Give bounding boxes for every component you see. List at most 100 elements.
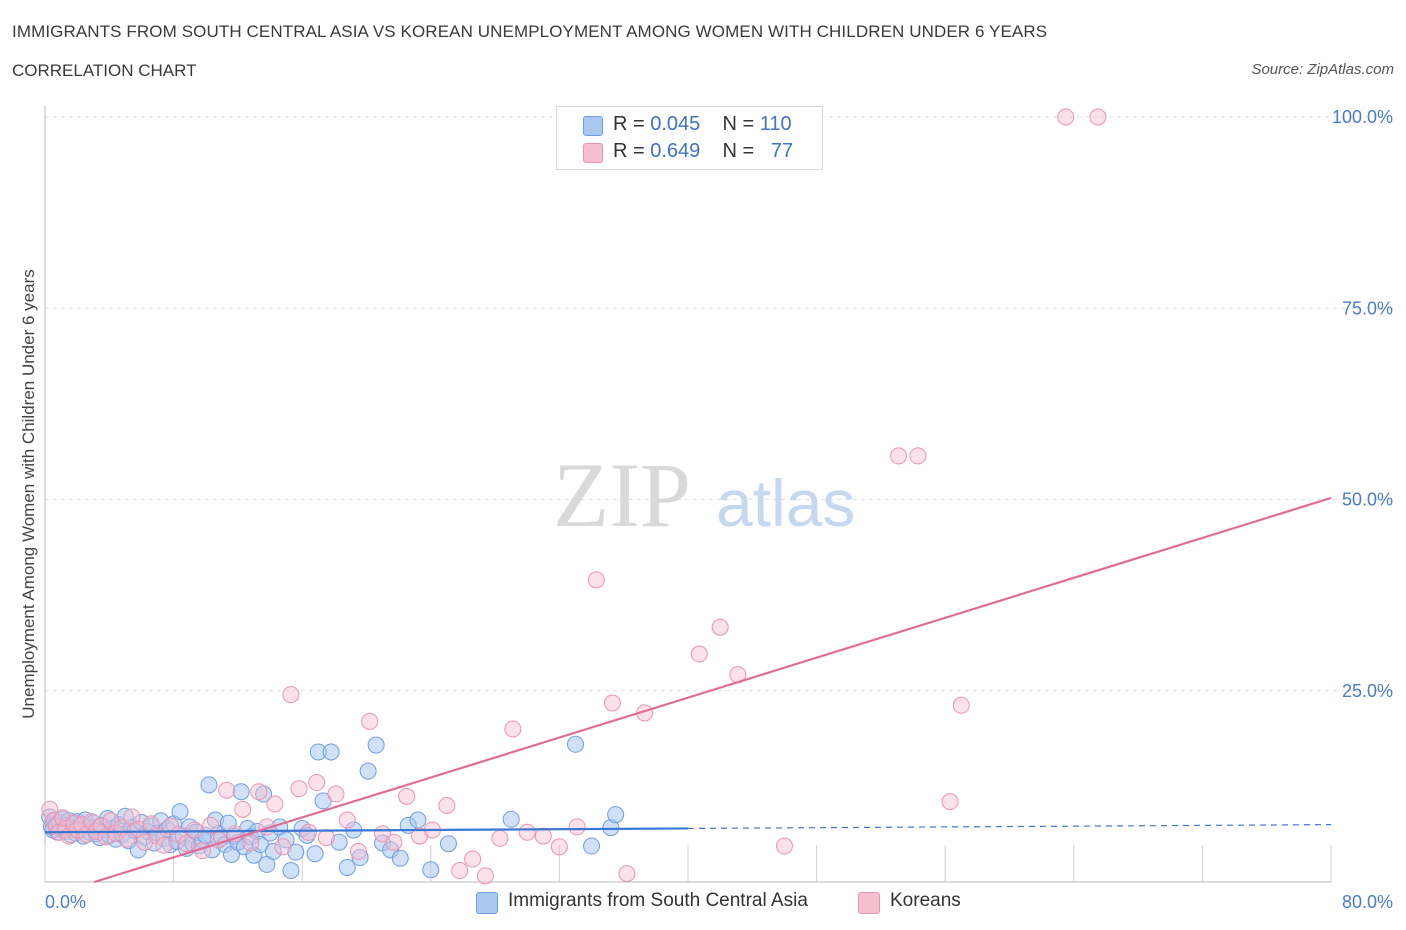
data-point-blue — [409, 811, 427, 829]
data-point-blue — [359, 762, 377, 780]
data-point-pink — [909, 447, 927, 465]
trend-line-blue — [44, 827, 689, 834]
data-point-blue — [322, 743, 340, 761]
legend-r-value-blue: 0.045 — [650, 113, 701, 135]
stats-legend: R = 0.045 N = 110 R = 0.649 N = 77 — [556, 106, 823, 170]
y-tick-label: 75.0% — [1342, 298, 1393, 318]
data-point-pink — [202, 816, 220, 834]
watermark-zip: ZIP — [553, 444, 691, 546]
data-point-blue — [264, 842, 282, 860]
data-point-pink — [890, 447, 908, 465]
data-point-pink — [274, 838, 292, 856]
data-point-pink — [1057, 108, 1075, 126]
y-axis-label: Unemployment Among Women with Children U… — [19, 269, 38, 718]
y-tick-label: 50.0% — [1342, 490, 1393, 510]
data-point-pink — [338, 811, 356, 829]
data-point-pink — [92, 817, 110, 835]
legend-n-label: N = — [722, 140, 755, 162]
x-tick-label: 80.0% — [1342, 892, 1393, 912]
data-point-pink — [68, 821, 86, 839]
x-tick-label: 0.0% — [45, 892, 86, 912]
y-tick-labels: 25.0% 50.0% 75.0% 100.0% — [1332, 107, 1393, 701]
data-point-blue — [566, 735, 584, 753]
bottom-legend-label-pink: Koreans — [890, 890, 961, 911]
data-point-pink — [242, 834, 260, 852]
data-point-pink — [349, 842, 367, 860]
data-point-pink — [266, 795, 284, 813]
data-point-pink — [361, 712, 379, 730]
watermark: ZIP atlas — [553, 444, 855, 546]
data-point-pink — [568, 818, 586, 836]
data-point-blue — [306, 845, 324, 863]
data-point-pink — [690, 645, 708, 663]
legend-n-label: N = — [722, 113, 755, 135]
data-point-pink — [451, 862, 469, 880]
data-point-pink — [398, 787, 416, 805]
data-point-blue — [287, 843, 305, 861]
data-point-blue — [367, 736, 385, 754]
data-point-pink — [234, 800, 252, 818]
data-point-pink — [464, 850, 482, 868]
chart-title: IMMIGRANTS FROM SOUTH CENTRAL ASIA VS KO… — [12, 22, 1048, 41]
data-point-pink — [78, 826, 96, 844]
grid-lines — [45, 116, 1394, 692]
chart-subtitle: CORRELATION CHART — [12, 61, 197, 80]
data-point-blue — [439, 835, 457, 853]
legend-r-value-pink: 0.649 — [650, 140, 701, 162]
data-point-pink — [476, 867, 494, 885]
data-point-pink — [218, 781, 236, 799]
data-point-blue — [351, 849, 369, 867]
data-point-pink — [618, 865, 636, 883]
series-pink-points — [41, 108, 1107, 885]
bottom-legend-swatch-pink — [858, 892, 880, 914]
data-point-blue — [330, 833, 348, 851]
trend-line-pink — [93, 496, 1332, 884]
data-point-blue — [171, 803, 189, 821]
data-point-pink — [185, 821, 203, 839]
data-point-pink — [177, 835, 195, 853]
x-tick-labels: 0.0% 80.0% — [45, 892, 1393, 912]
trend-line-blue-extension — [687, 824, 1332, 830]
data-point-pink — [518, 823, 536, 841]
watermark-atlas: atlas — [716, 466, 855, 540]
data-point-pink — [711, 618, 729, 636]
data-point-blue — [200, 776, 218, 794]
data-point-pink — [550, 838, 568, 856]
data-point-blue — [422, 861, 440, 879]
data-point-pink — [534, 827, 552, 845]
data-point-pink — [83, 813, 101, 831]
legend-swatch-blue — [583, 116, 603, 136]
data-point-pink — [327, 785, 345, 803]
data-point-pink — [385, 833, 403, 851]
data-point-pink — [438, 797, 456, 814]
data-point-pink — [775, 837, 793, 855]
data-point-pink — [250, 783, 268, 801]
data-point-pink — [54, 809, 72, 827]
y-tick-label: 100.0% — [1332, 107, 1393, 127]
bottom-legend-label-blue: Immigrants from South Central Asia — [508, 890, 808, 911]
legend-n-value-pink: 77 — [770, 140, 794, 162]
data-point-blue — [282, 862, 300, 880]
trend-lines — [44, 496, 1332, 884]
data-point-pink — [290, 780, 308, 798]
data-point-pink — [587, 571, 605, 589]
data-point-blue — [583, 837, 601, 855]
data-point-pink — [317, 829, 335, 847]
data-point-pink — [282, 686, 300, 704]
data-point-pink — [603, 694, 621, 712]
data-point-pink — [1089, 108, 1107, 126]
bottom-legend-swatch-blue — [476, 892, 498, 914]
data-point-pink — [941, 793, 959, 811]
data-point-blue — [232, 783, 250, 801]
data-point-pink — [300, 823, 318, 841]
data-point-pink — [308, 774, 326, 792]
data-point-pink — [491, 829, 509, 847]
data-point-blue — [607, 806, 625, 824]
data-point-pink — [504, 720, 522, 738]
data-point-blue — [338, 858, 356, 876]
legend-r-label: R = — [613, 140, 645, 162]
source-label: Source: ZipAtlas.com — [1251, 61, 1394, 78]
legend-swatch-pink — [583, 143, 603, 163]
data-point-pink — [155, 836, 173, 854]
